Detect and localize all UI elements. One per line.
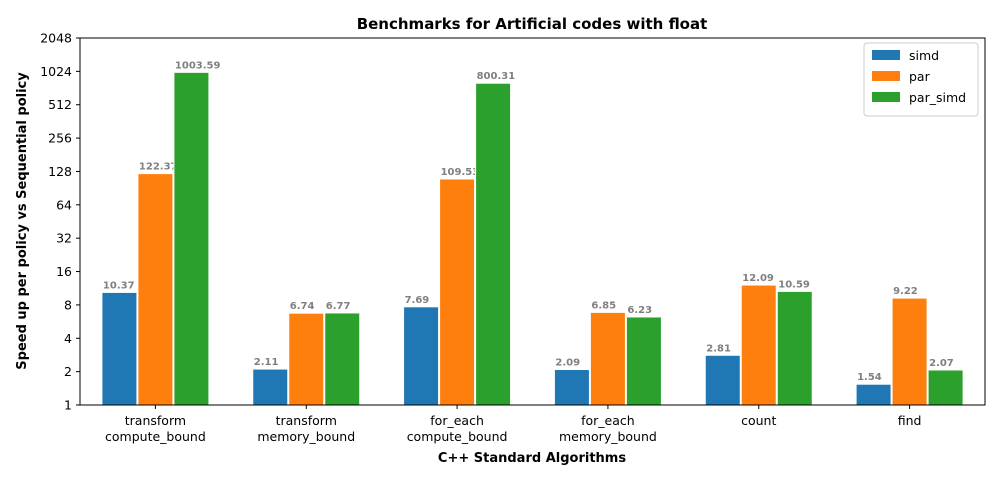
bar-simd-4 [704,354,741,406]
y-tick-label: 2 [64,364,72,379]
y-tick-label: 256 [48,131,72,146]
legend-label-par: par [909,69,931,84]
x-tick-label: memory_bound [559,429,657,444]
y-tick-label: 1 [64,398,72,413]
y-tick-label: 16 [56,264,72,279]
data-label-par_simd-1: 6.77 [326,301,351,312]
data-label-par_simd-2: 800.31 [477,71,516,82]
x-tick-label: transform [125,413,186,428]
data-label-par-0: 122.37 [139,162,178,173]
data-label-par-2: 109.53 [441,167,480,178]
x-axis-title: C++ Standard Algorithms [438,451,626,466]
x-tick-label: for_each [581,413,635,428]
x-tick-label: compute_bound [105,429,206,444]
data-label-par_simd-5: 2.07 [929,358,954,369]
data-label-simd-1: 2.11 [254,357,279,368]
data-label-par_simd-4: 10.59 [778,279,810,290]
legend-swatch-simd [872,50,900,60]
bar-par_simd-1 [324,312,361,406]
x-tick-label: compute_bound [407,429,508,444]
bar-par-0 [137,173,174,406]
bar-par_simd-0 [173,71,210,406]
bar-par-4 [740,284,777,406]
bar-par-1 [288,312,325,406]
y-tick-label: 32 [56,231,72,246]
bar-par_simd-2 [475,82,512,406]
bar-par-5 [891,297,928,406]
data-label-simd-0: 10.37 [103,280,135,291]
data-label-par-3: 6.85 [591,300,616,311]
x-tick-label: memory_bound [257,429,355,444]
bar-par_simd-5 [927,369,964,406]
bar-par_simd-3 [625,316,662,406]
y-tick-label: 64 [56,197,72,212]
bar-simd-2 [403,306,440,406]
x-tick-label: transform [276,413,337,428]
data-label-par_simd-0: 1003.59 [175,60,221,71]
data-label-par_simd-3: 6.23 [627,305,652,316]
data-label-simd-2: 7.69 [405,295,430,306]
bar-simd-0 [101,291,138,406]
bar-par-2 [439,178,476,406]
data-label-simd-4: 2.81 [706,343,731,354]
bar-par_simd-4 [776,290,813,406]
data-label-par-5: 9.22 [893,286,918,297]
x-tick-label: count [741,413,776,428]
bar-simd-3 [553,369,590,406]
y-tick-label: 2048 [40,31,72,46]
legend-swatch-par_simd [872,92,900,102]
bar-par-3 [589,311,626,406]
data-label-par-1: 6.74 [290,301,315,312]
data-label-par-4: 12.09 [742,273,774,284]
legend: simd par par_simd [863,42,979,117]
data-label-simd-3: 2.09 [555,358,580,369]
x-tick-label: for_each [430,413,484,428]
plot-frame [79,37,986,406]
y-tick-label: 4 [64,331,72,346]
bar-simd-1 [252,368,289,406]
legend-label-par_simd: par_simd [909,90,966,105]
x-tick-label: find [898,413,922,428]
y-tick-label: 8 [64,297,72,312]
y-tick-label: 128 [48,164,72,179]
bar-simd-5 [855,383,892,406]
legend-label-simd: simd [909,48,939,63]
chart-title: Benchmarks for Artificial codes with flo… [357,15,708,33]
legend-swatch-par [872,71,900,81]
y-tick-label: 1024 [40,64,72,79]
data-label-simd-5: 1.54 [857,372,882,383]
y-axis-title: Speed up per policy vs Sequential policy [15,72,30,370]
plot-area: 10.37 2.11 7.69 2.09 2.81 1.54 122.37 6.74 109.5… [40,31,986,444]
y-tick-label: 512 [48,97,72,112]
